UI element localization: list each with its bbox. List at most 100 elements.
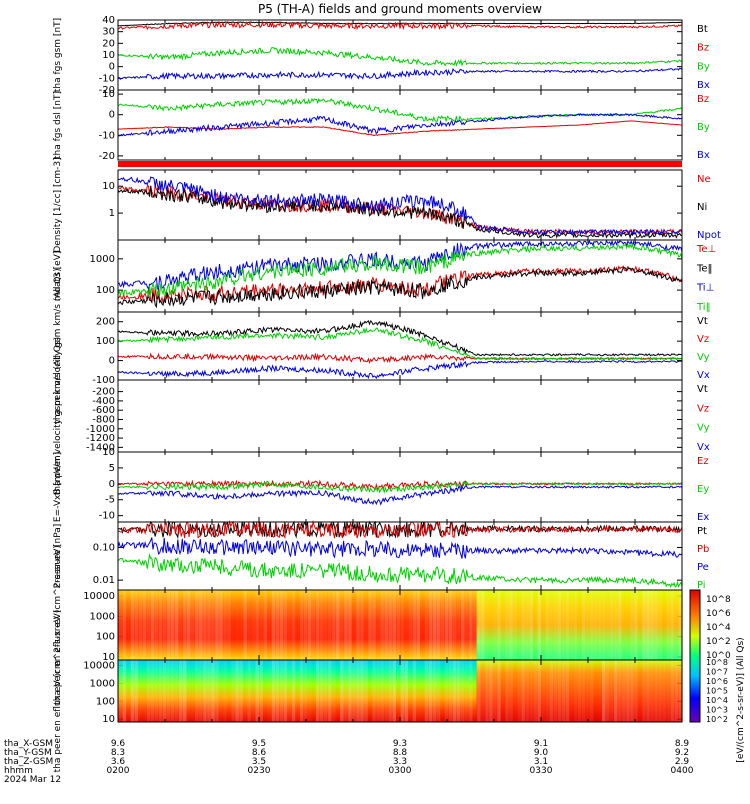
spectrogram-column: [287, 660, 292, 722]
y-tick-label: 0: [109, 110, 115, 121]
y-tick-label: 0.10: [93, 542, 115, 553]
spectrogram-column: [170, 660, 175, 722]
colorbar-tick: 10^2: [706, 637, 731, 647]
spectrogram-column: [488, 660, 494, 722]
spectrogram-column: [315, 590, 320, 660]
spectrogram-column: [500, 660, 506, 722]
spectrogram-column: [581, 660, 586, 722]
spectrogram-column: [577, 660, 582, 722]
series-line: [117, 537, 683, 559]
legend-label: Ez: [697, 456, 709, 467]
spectrogram-column: [524, 660, 530, 722]
spectrogram-column: [198, 590, 204, 660]
spectrogram-column: [335, 660, 341, 722]
legend-label: Pi: [697, 580, 706, 591]
colorbar-tick: 10^0: [706, 651, 731, 661]
spectrogram-column: [444, 660, 449, 722]
spectrogram-column: [480, 590, 486, 660]
y-tick-label: -5: [105, 495, 115, 506]
plot-title: P5 (TH-A) fields and ground moments over…: [258, 2, 542, 16]
series-line: [117, 97, 683, 123]
spectrogram-column: [210, 660, 216, 722]
ephemeris-value: 0400: [671, 766, 694, 776]
spectrogram-column: [242, 590, 248, 660]
spectrogram-column: [492, 590, 498, 660]
y-tick-label: -200: [92, 387, 115, 398]
spectrogram-column: [226, 590, 232, 660]
legend-label: Ne: [697, 174, 711, 185]
y-tick-label: -400: [92, 396, 115, 407]
spectrogram-column: [597, 590, 602, 660]
spectrogram-column: [154, 660, 159, 722]
spectrogram-column: [130, 590, 135, 660]
spectrogram-column: [275, 660, 280, 722]
ephemeris-value: 3.3: [393, 757, 407, 767]
date-label: 2024 Mar 12: [4, 775, 61, 785]
panel-ylabel: tha peer velocity gsm km/s (All Qs): [53, 337, 63, 495]
spectrogram-column: [347, 590, 353, 660]
series-line: [117, 359, 683, 380]
spectrogram-column: [541, 660, 546, 722]
legend-label: Vx: [697, 370, 710, 381]
legend-label: Vx: [697, 442, 710, 453]
panel-ylabel: tha fgs gsm [nT]: [53, 18, 63, 92]
spectrogram-column: [444, 590, 449, 660]
series-line: [117, 326, 683, 361]
colorbar-tick: 10^2: [706, 715, 728, 724]
spectrogram-column: [565, 590, 570, 660]
spectrogram-column: [472, 660, 478, 722]
spectrogram-column: [657, 590, 663, 660]
spectrogram-column: [186, 590, 192, 660]
spectrogram-column: [206, 590, 212, 660]
spectrogram-column: [617, 660, 623, 722]
spectrogram-column: [295, 590, 300, 660]
panel-ylabel: E=-VxB [mV/m]: [53, 452, 63, 522]
spectrogram-column: [150, 660, 155, 722]
spectrogram-column: [343, 590, 349, 660]
spectrogram-column: [311, 590, 316, 660]
legend-label: By: [697, 61, 710, 72]
y-tick-label: 200: [96, 317, 115, 328]
spectrogram-column: [492, 660, 498, 722]
y-tick-label: 1000: [90, 611, 115, 622]
spectrogram-column: [460, 590, 465, 660]
ephemeris-value: 0330: [530, 766, 553, 776]
y-tick-label: 10: [102, 50, 115, 61]
spectrogram-column: [661, 590, 667, 660]
spectrogram-column: [420, 590, 425, 660]
colorbar-tick: 10^6: [706, 609, 731, 619]
spectrogram-column: [118, 660, 123, 722]
spectrogram-column: [182, 660, 188, 722]
spectrogram-column: [146, 660, 151, 722]
ephemeris-value: 0300: [389, 766, 412, 776]
spectrogram-column: [118, 590, 123, 660]
spectrogram-column: [400, 660, 405, 722]
series-line: [117, 242, 683, 298]
spectrogram-column: [428, 590, 433, 660]
panel-frame: [117, 169, 683, 241]
spectrogram-column: [242, 660, 248, 722]
ephemeris-value: 9.6: [111, 739, 126, 749]
spectrogram-column: [174, 660, 179, 722]
spectrogram-column: [436, 660, 441, 722]
ephemeris-label: tha_Y-GSM: [4, 748, 52, 758]
spectrogram-column: [162, 590, 167, 660]
spectrogram-column: [218, 660, 224, 722]
y-tick-label: 1000: [90, 678, 115, 689]
spectrogram-column: [545, 590, 550, 660]
ephemeris-value: 8.3: [111, 748, 125, 758]
spectrogram-column: [605, 590, 611, 660]
spectrogram-column: [480, 660, 486, 722]
spectrogram-column: [331, 660, 337, 722]
spectrogram-column: [637, 660, 643, 722]
spectrogram-column: [234, 590, 240, 660]
panel-frame: [117, 89, 683, 161]
spectrogram-column: [166, 590, 171, 660]
spectrogram-column: [126, 590, 131, 660]
spectrogram-column: [408, 660, 413, 722]
spectrogram-column: [629, 660, 635, 722]
spectrogram-column: [452, 590, 457, 660]
spectrogram-column: [601, 660, 606, 722]
y-tick-label: 1: [109, 208, 115, 219]
spectrogram-column: [557, 590, 562, 660]
